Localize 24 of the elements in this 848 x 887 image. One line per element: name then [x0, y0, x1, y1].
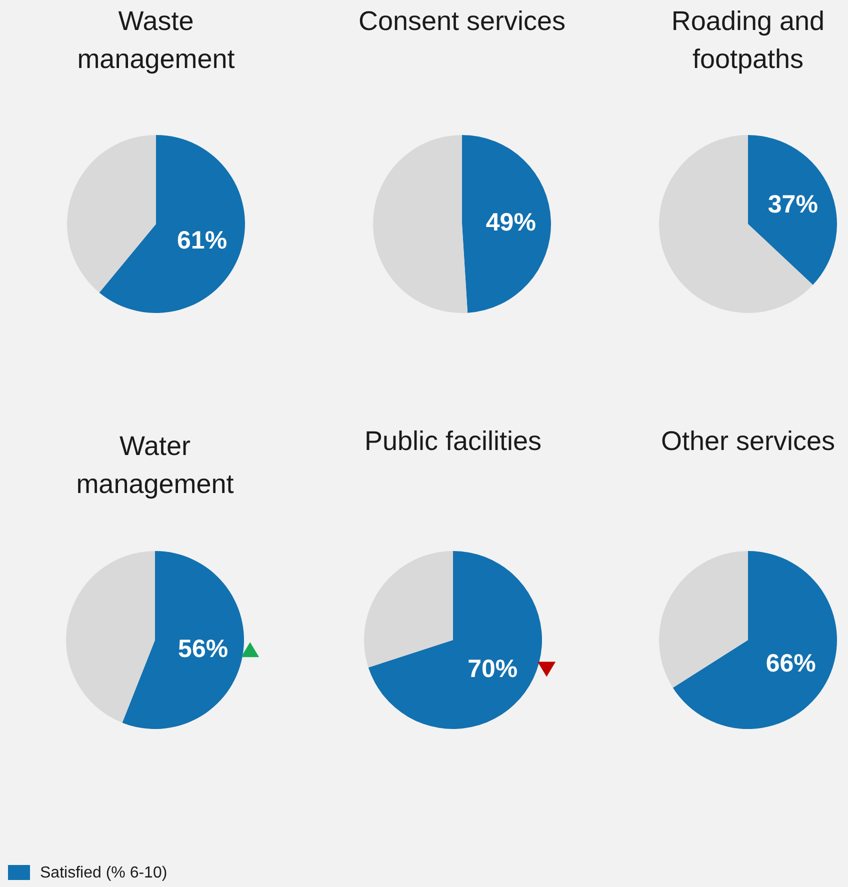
pie-slice — [67, 135, 156, 293]
pie-slice — [364, 551, 453, 668]
data-label: 66% — [766, 650, 816, 678]
data-label: 70% — [468, 654, 518, 683]
chart-title: Roading and footpaths — [671, 6, 825, 74]
pie-slice — [373, 135, 468, 313]
data-label: 37% — [768, 190, 818, 219]
data-label: 56% — [178, 635, 228, 664]
pie-slice — [368, 551, 542, 729]
chart-title: Waste management — [77, 6, 236, 74]
chart-title: Water management — [76, 431, 234, 499]
chart-title: Other services — [660, 426, 836, 456]
legend-label: Satisfied (% 6-10) — [40, 864, 168, 882]
pie-slice — [66, 551, 155, 723]
data-label: 61% — [177, 226, 228, 255]
pie-slice — [99, 135, 245, 313]
pie-slice — [748, 135, 837, 285]
pie-slice — [659, 551, 748, 688]
chart-title: Consent services — [358, 6, 566, 36]
data-label: 49% — [486, 208, 536, 236]
pie-slice — [122, 551, 244, 729]
pie-slice — [672, 551, 837, 729]
chart-title: Public facilities — [364, 426, 542, 456]
pie-slice — [462, 135, 551, 313]
